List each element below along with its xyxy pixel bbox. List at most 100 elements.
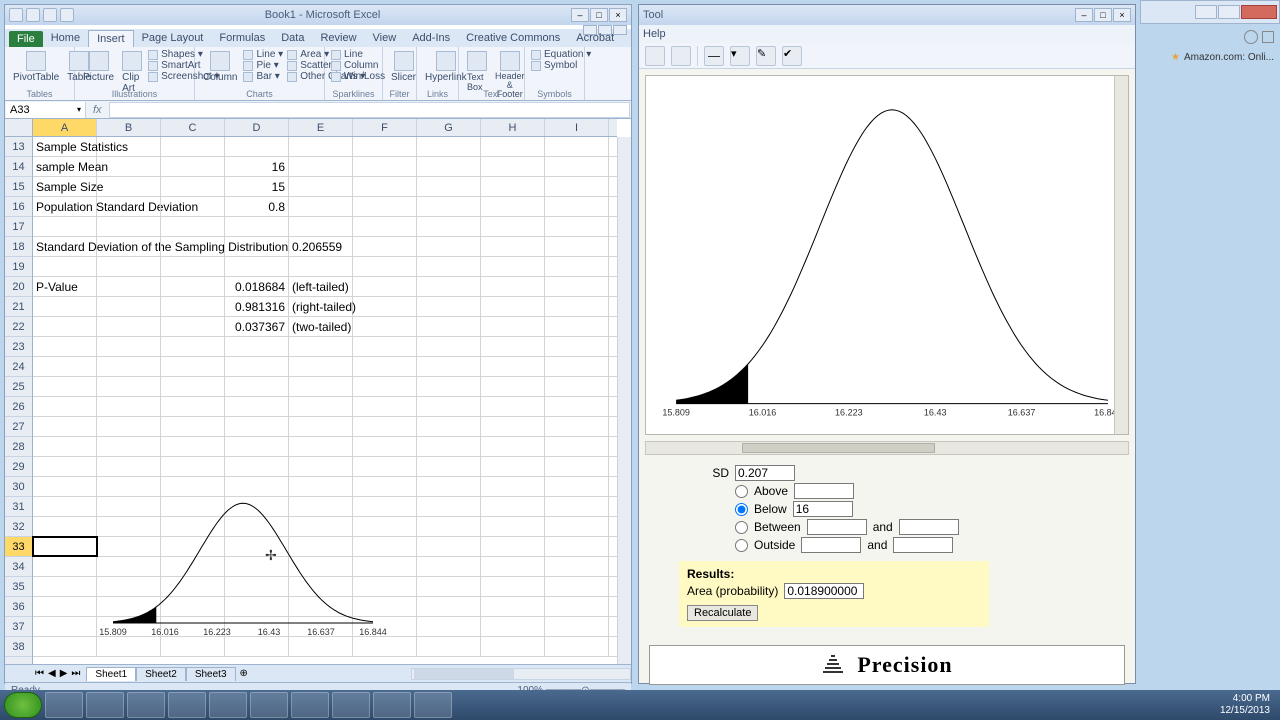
tab-review[interactable]: Review: [312, 30, 364, 47]
vertical-scrollbar[interactable]: [617, 137, 631, 664]
and-label-2: and: [867, 538, 887, 552]
formula-input[interactable]: [109, 102, 630, 118]
slicer-button[interactable]: Slicer: [389, 49, 418, 85]
restore-icon[interactable]: □: [590, 8, 608, 22]
sheet-tab-sheet3[interactable]: Sheet3: [186, 667, 236, 681]
restore-icon[interactable]: □: [1094, 8, 1112, 22]
system-tray[interactable]: 4:00 PM12/15/2013: [1220, 693, 1276, 717]
below-radio[interactable]: [735, 503, 748, 516]
picture-button[interactable]: Picture: [81, 49, 116, 85]
taskbar-button[interactable]: [373, 692, 411, 718]
tab-insert[interactable]: Insert: [88, 30, 134, 47]
file-tab[interactable]: File: [9, 31, 43, 47]
tool-icon-1[interactable]: [645, 46, 665, 66]
precision-banner: Precision: [649, 645, 1125, 685]
tab-home[interactable]: Home: [43, 30, 88, 47]
between-input-1[interactable]: [807, 519, 867, 535]
between-radio[interactable]: [735, 521, 748, 534]
area-value[interactable]: [784, 583, 864, 599]
close-icon[interactable]: [1241, 5, 1277, 19]
tab-creative-commons[interactable]: Creative Commons: [458, 30, 568, 47]
new-sheet-icon[interactable]: ⊕: [240, 668, 248, 679]
taskbar-button[interactable]: [414, 692, 452, 718]
pencil-icon[interactable]: ✎: [756, 46, 776, 66]
ribbon-tabs: File HomeInsertPage LayoutFormulasDataRe…: [5, 29, 631, 47]
tab-data[interactable]: Data: [273, 30, 312, 47]
close-icon[interactable]: ×: [609, 8, 627, 22]
minimize-icon[interactable]: –: [571, 8, 589, 22]
fx-icon[interactable]: fx: [87, 104, 108, 116]
magnify-icon[interactable]: [1244, 30, 1258, 44]
calc-hscroll[interactable]: [645, 441, 1129, 455]
redo-icon[interactable]: [60, 8, 74, 22]
dropdown-icon[interactable]: ▾: [730, 46, 750, 66]
wrench-icon[interactable]: [1262, 31, 1274, 43]
search-bar-hint: [1244, 30, 1274, 44]
taskbar-button[interactable]: [291, 692, 329, 718]
svg-text:16.637: 16.637: [307, 627, 335, 637]
pie-chart-button[interactable]: Pie ▾: [243, 60, 283, 71]
bar-chart-button[interactable]: Bar ▾: [243, 71, 283, 82]
row-headers[interactable]: 1314151617181920212223242526272829303132…: [5, 137, 33, 664]
undo-icon[interactable]: [43, 8, 57, 22]
name-box[interactable]: A33▾: [6, 102, 86, 118]
line-tool-icon[interactable]: [704, 46, 724, 66]
taskbar-button[interactable]: [168, 692, 206, 718]
outside-input-2[interactable]: [893, 537, 953, 553]
minimize-icon[interactable]: –: [1075, 8, 1093, 22]
textbox-button[interactable]: Text Box: [465, 49, 489, 94]
taskbar-button[interactable]: [332, 692, 370, 718]
recalculate-button[interactable]: Recalculate: [687, 605, 758, 621]
column-chart-button[interactable]: Column: [201, 49, 239, 85]
symbol-button[interactable]: Symbol: [531, 60, 591, 71]
taskbar-button[interactable]: [45, 692, 83, 718]
taskbar-button[interactable]: [127, 692, 165, 718]
pivottable-button[interactable]: PivotTable: [11, 49, 61, 85]
line-chart-button[interactable]: Line ▾: [243, 49, 283, 60]
sheet-nav-last-icon[interactable]: ⏭: [71, 668, 80, 679]
save-icon[interactable]: [26, 8, 40, 22]
outside-input-1[interactable]: [801, 537, 861, 553]
below-input[interactable]: [793, 501, 853, 517]
between-input-2[interactable]: [899, 519, 959, 535]
sheet-tab-sheet1[interactable]: Sheet1: [86, 667, 136, 681]
sparkline-column-button[interactable]: Column: [331, 60, 385, 71]
sparkline-line-button[interactable]: Line: [331, 49, 385, 60]
sheet-tab-sheet2[interactable]: Sheet2: [136, 667, 186, 681]
taskbar-button[interactable]: [250, 692, 288, 718]
highlight-icon[interactable]: ✔: [782, 46, 802, 66]
sheet-nav-first-icon[interactable]: ⏮: [35, 668, 44, 679]
calc-form: SD Above Below Between and Outside: [639, 455, 1135, 635]
tab-formulas[interactable]: Formulas: [211, 30, 273, 47]
outside-radio[interactable]: [735, 539, 748, 552]
calc-vscroll[interactable]: [1114, 76, 1128, 434]
calc-chart: 15.80916.01616.22316.4316.63716.844: [645, 75, 1129, 435]
tab-page-layout[interactable]: Page Layout: [134, 30, 212, 47]
tab-add-ins[interactable]: Add-Ins: [404, 30, 458, 47]
tab-acrobat[interactable]: Acrobat: [568, 30, 622, 47]
horizontal-scrollbar[interactable]: [411, 668, 631, 680]
menu-help[interactable]: Help: [643, 28, 666, 40]
svg-text:16.637: 16.637: [1008, 408, 1036, 418]
above-radio[interactable]: [735, 485, 748, 498]
taskbar-button[interactable]: [86, 692, 124, 718]
column-headers[interactable]: ABCDEFGHI: [33, 119, 617, 137]
bookmark-hint: ★ Amazon.com: Onli...: [1171, 52, 1274, 63]
sheet-nav-prev-icon[interactable]: ◀: [48, 668, 56, 679]
taskbar-button[interactable]: [209, 692, 247, 718]
tool-icon-2[interactable]: [671, 46, 691, 66]
formula-bar: A33▾ fx: [5, 101, 631, 119]
sparkline-winloss-button[interactable]: Win/Loss: [331, 71, 385, 82]
sheet-nav-next-icon[interactable]: ▶: [60, 668, 68, 679]
above-input[interactable]: [794, 483, 854, 499]
sd-input[interactable]: [735, 465, 795, 481]
tab-view[interactable]: View: [365, 30, 405, 47]
embedded-chart[interactable]: 15.80916.01616.22316.4316.63716.844: [83, 487, 393, 645]
maximize-icon[interactable]: [1218, 5, 1240, 19]
start-button[interactable]: [4, 692, 42, 718]
minimize-icon[interactable]: [1195, 5, 1217, 19]
select-all-corner[interactable]: [5, 119, 33, 137]
close-icon[interactable]: ×: [1113, 8, 1131, 22]
window-controls: – □ ×: [571, 8, 627, 22]
equation-button[interactable]: Equation ▾: [531, 49, 591, 60]
